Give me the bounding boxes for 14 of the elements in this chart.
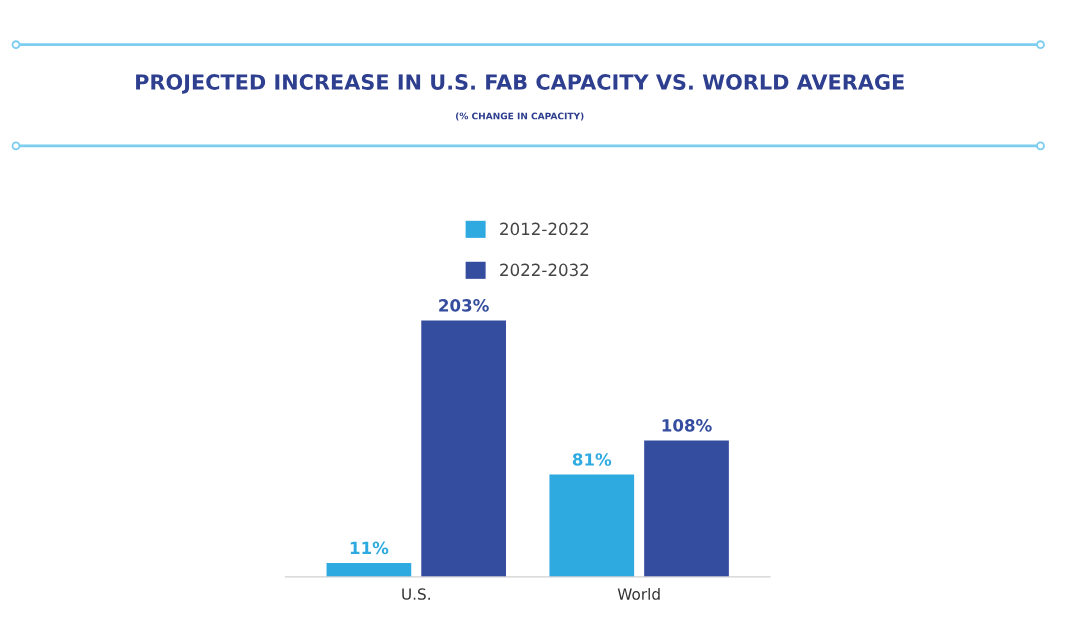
x-tick-label: U.S. [402, 588, 430, 600]
chart-subtitle: (% CHANGE IN CAPACITY) [455, 112, 584, 121]
data-label: 11% [350, 541, 389, 555]
data-label: 203% [439, 299, 489, 312]
legend-label: 2012-2022 [500, 222, 589, 236]
legend-label: 2022-2032 [500, 263, 589, 277]
data-label: 81% [572, 453, 612, 466]
bar [421, 320, 506, 577]
bar [326, 563, 412, 577]
chart-title: PROJECTED INCREASE IN U.S. FAB CAPACITY VS. WORLD AVERAGE [136, 74, 904, 94]
x-tick-label: World [617, 588, 660, 600]
data-label: 108% [662, 419, 712, 432]
bar [549, 474, 635, 577]
bar [644, 440, 729, 577]
